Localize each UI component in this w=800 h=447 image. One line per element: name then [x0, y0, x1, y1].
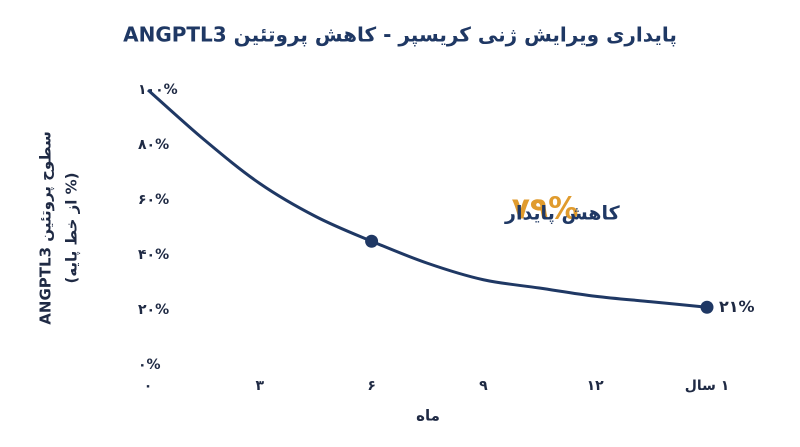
annotation-text: کاهش پایدار: [504, 203, 621, 225]
y-tick-label: ۴۰%: [138, 247, 169, 263]
y-tick-label: ۱۰۰%: [138, 82, 178, 98]
y-tick-label: ۰%: [138, 357, 161, 373]
x-axis-label: ماه: [416, 407, 440, 425]
x-tick-label: ۹: [479, 378, 488, 394]
x-tick-label: ۳: [256, 378, 265, 394]
y-axis-label: سطوح پروتئین ANGPTL3: [37, 131, 56, 324]
marker: [365, 234, 379, 248]
x-tick-label: ۱ سال: [685, 378, 730, 394]
x-tick-label: ۶: [367, 378, 376, 394]
marker: [700, 300, 714, 314]
x-tick-label: ۰: [144, 378, 153, 394]
y-tick-label: ۸۰%: [138, 137, 169, 153]
y-axis-label: (% از خط پایه): [63, 172, 82, 283]
annotation-emphasis: ۷۹%: [512, 192, 579, 227]
line: [147, 88, 708, 309]
y-tick-label: ۶۰%: [138, 192, 169, 208]
y-tick-label: ۲۰%: [138, 302, 169, 318]
chart-title: پایداری ویرایش ژنی کریسپر - کاهش پروتئین…: [123, 23, 677, 48]
x-tick-label: ۱۲: [587, 378, 605, 394]
data-label: ۲۱%: [719, 297, 755, 316]
